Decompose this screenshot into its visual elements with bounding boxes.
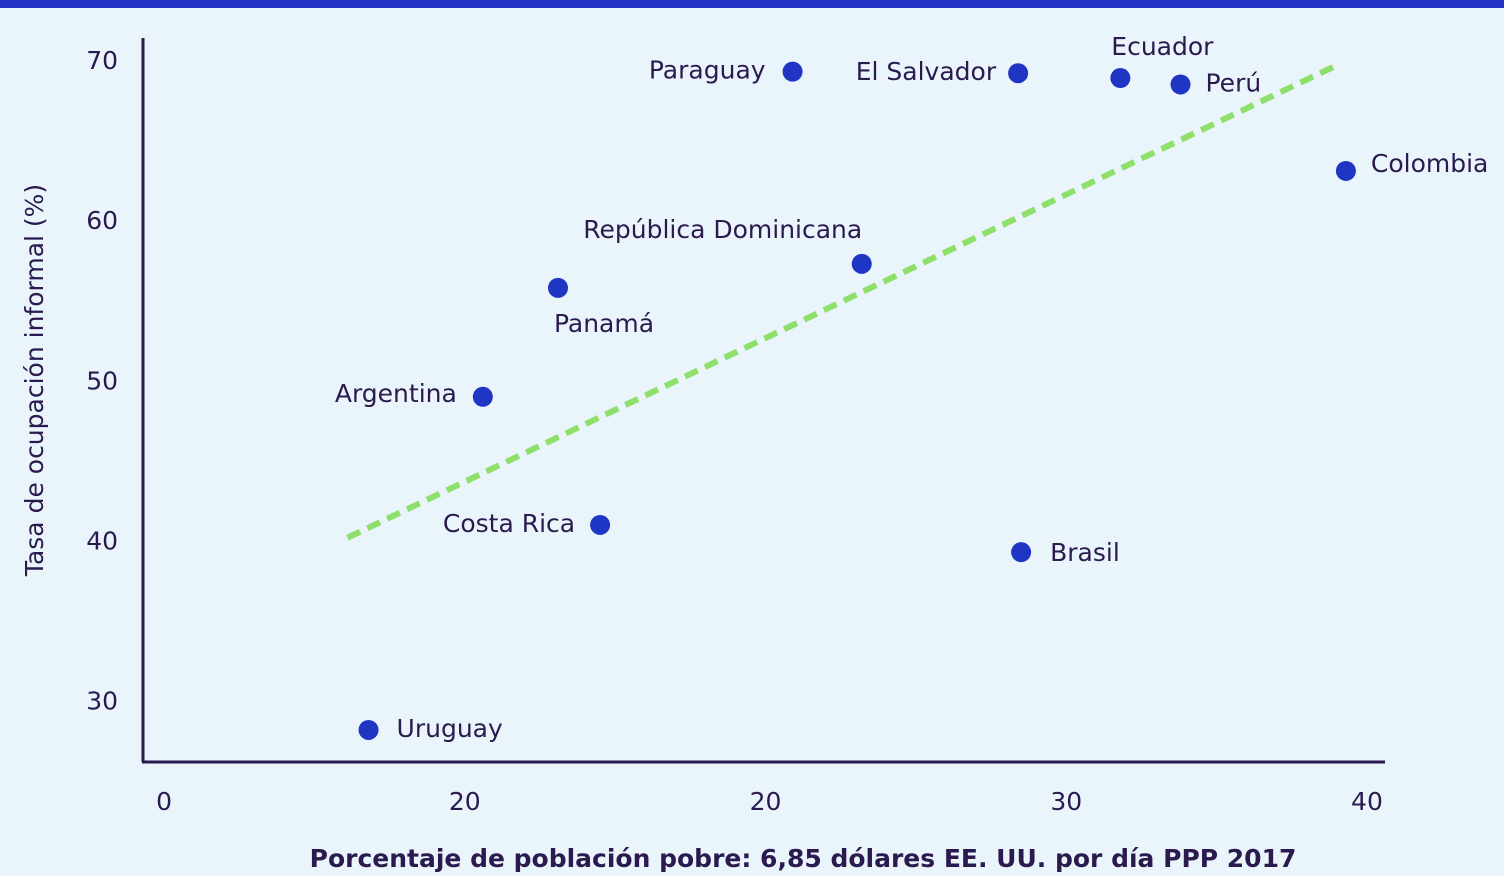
point [782,61,803,82]
point [1011,542,1032,563]
y-tick-label: 70 [86,46,118,75]
x-axis-title: Porcentaje de población pobre: 6,85 dóla… [310,844,1297,873]
x-tick-label: 0 [156,787,172,816]
y-tick-label: 60 [86,206,118,235]
point [851,253,872,274]
point [590,514,611,535]
point-label: Panamá [554,309,654,338]
point [1170,74,1191,95]
point-label: Paraguay [649,56,766,85]
trend-line [346,62,1339,541]
y-tick-label: 30 [86,687,118,716]
point-label: Argentina [335,379,457,408]
y-axis-title: Tasa de ocupación informal (%) [20,184,49,577]
point [1335,160,1356,181]
y-tick-label: 40 [86,527,118,556]
top-bar [0,0,1504,8]
point [472,386,493,407]
x-tick-label: 20 [750,787,782,816]
x-tick-label: 20 [449,787,481,816]
point-label: Brasil [1050,538,1120,567]
point-label: Perú [1206,68,1262,97]
point-label: El Salvador [856,57,997,86]
x-tick-label: 30 [1050,787,1082,816]
point-label: Costa Rica [443,509,575,538]
x-tick-label: 40 [1351,787,1383,816]
point [548,277,569,298]
y-tick-label: 50 [86,366,118,395]
point-label: Uruguay [397,714,503,743]
point [358,719,379,740]
point-label: Colombia [1371,149,1488,178]
point-label: República Dominicana [583,215,862,244]
point [1008,63,1029,84]
point-label: Ecuador [1111,32,1214,61]
point [1110,68,1131,89]
